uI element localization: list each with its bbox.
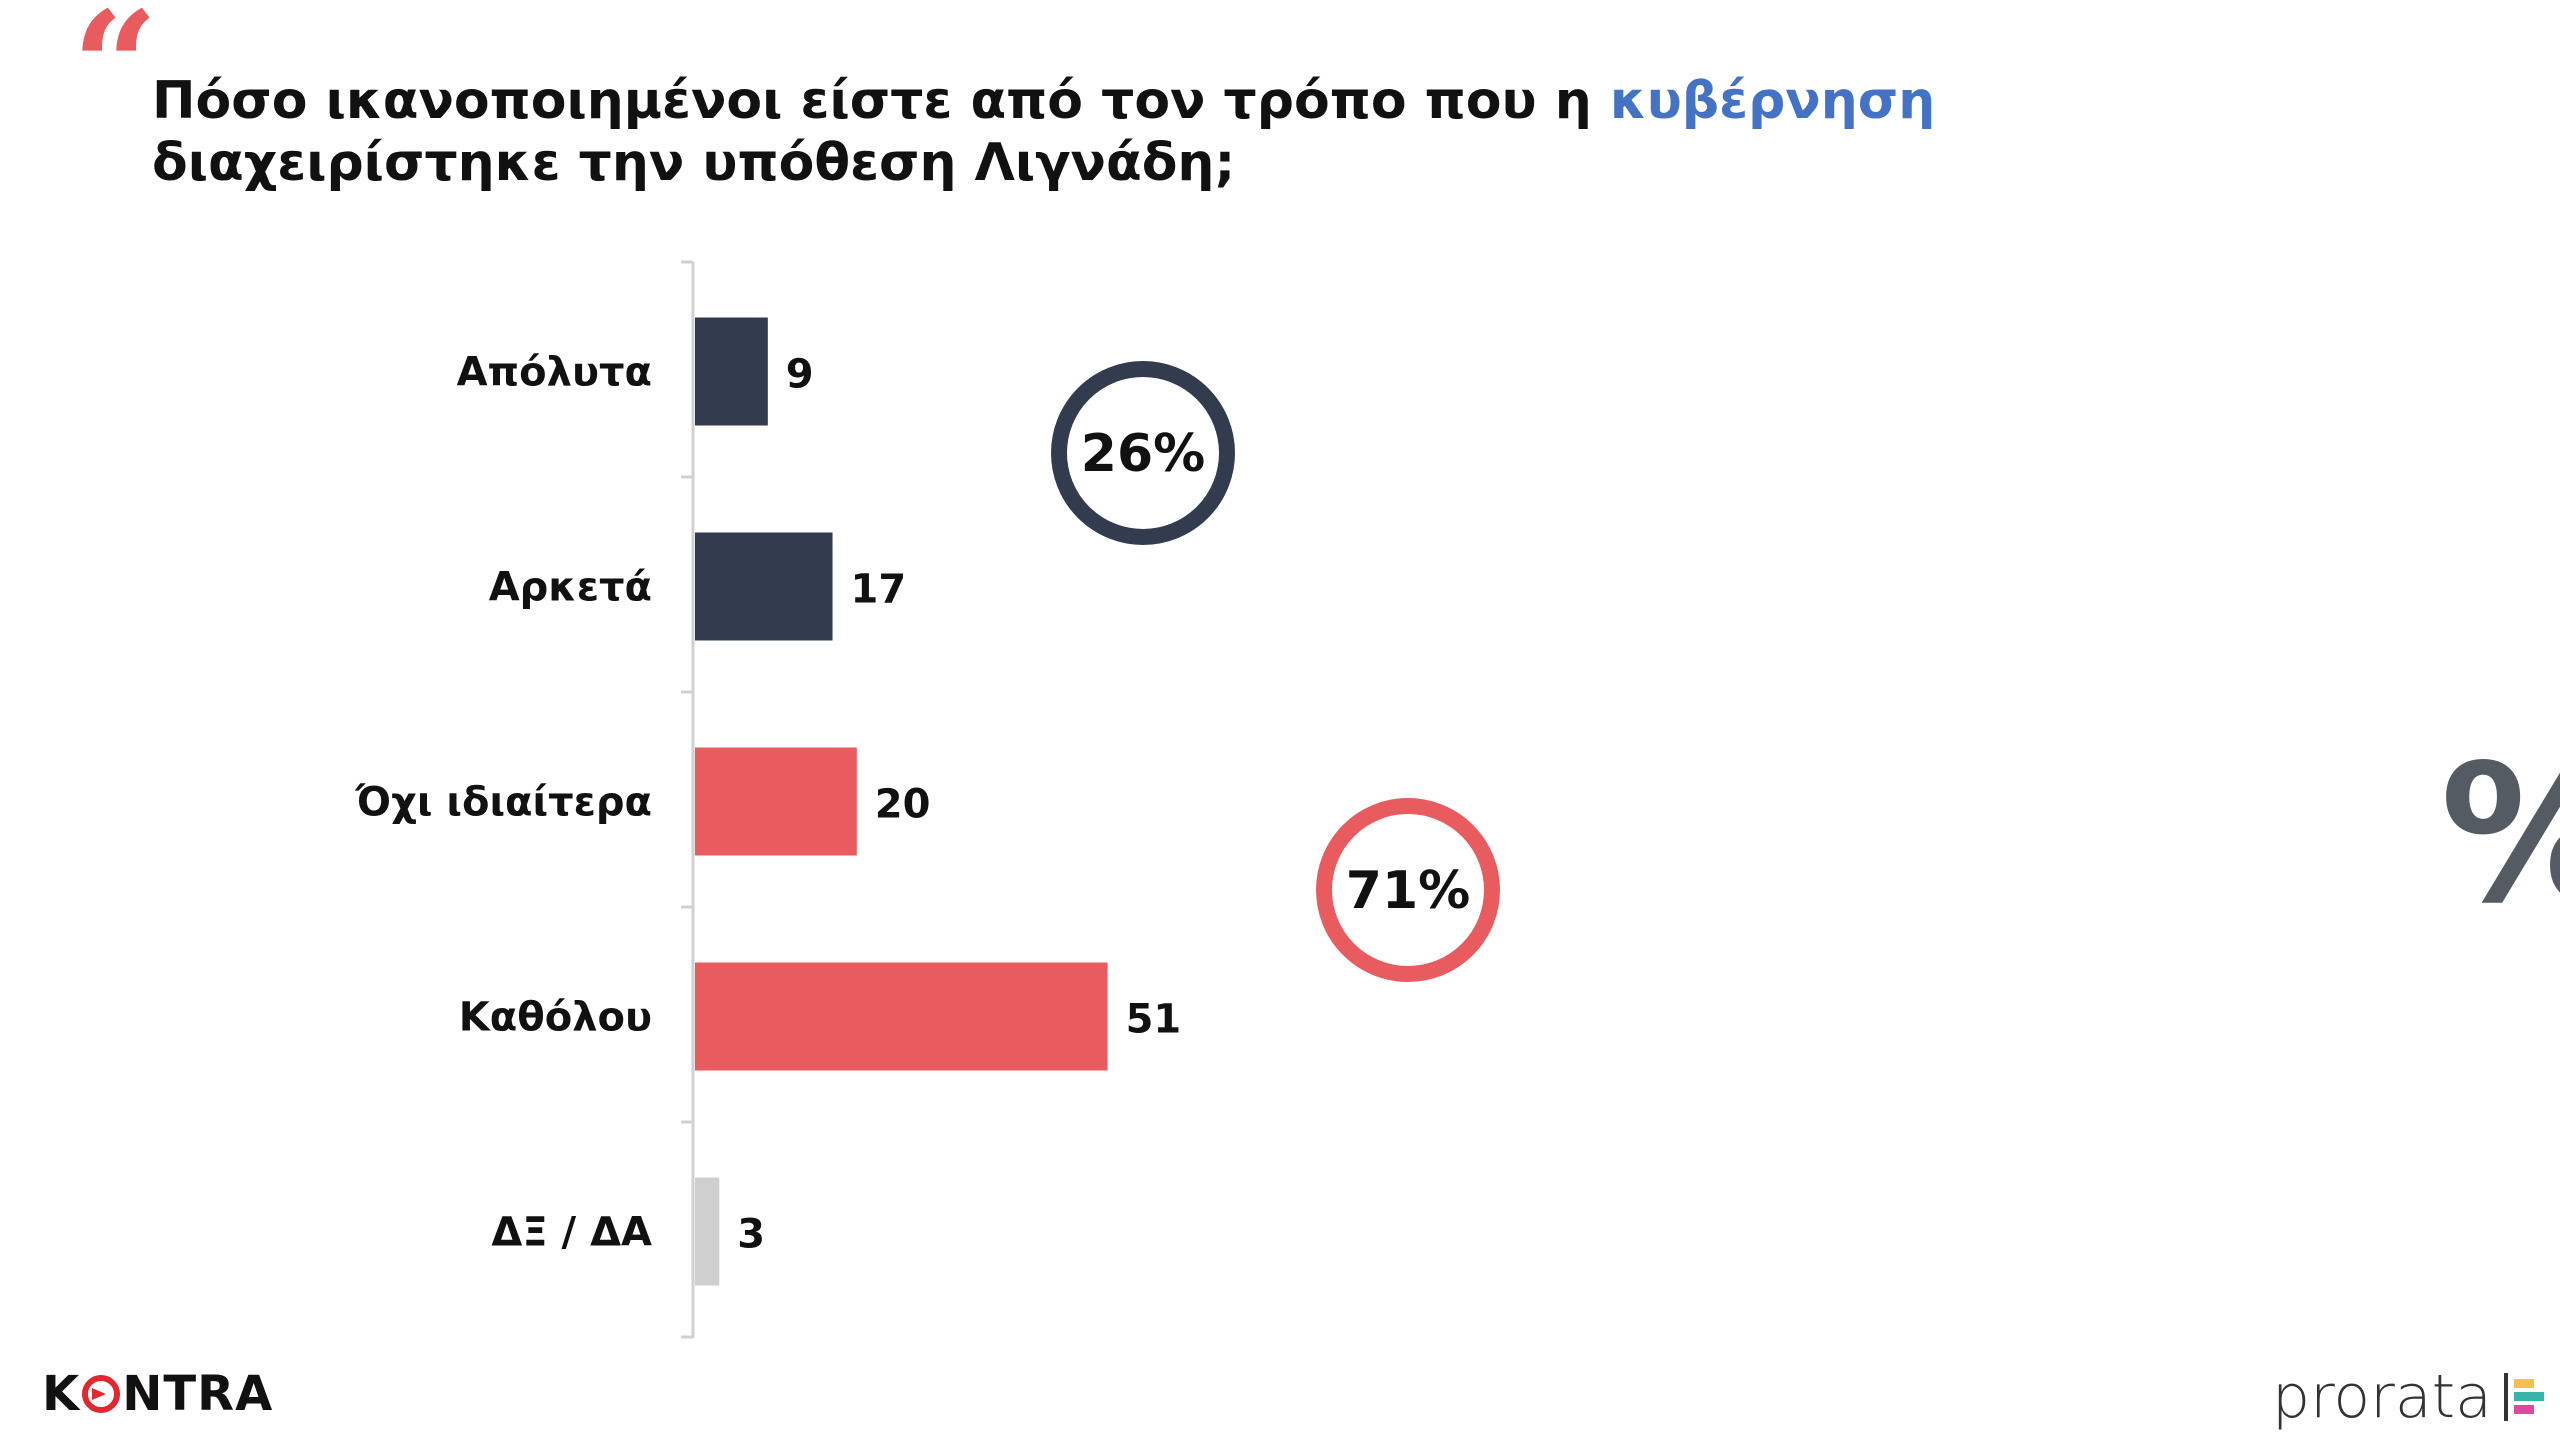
quote-icon: “ <box>72 0 159 155</box>
kontra-logo-text-start: K <box>42 1366 81 1422</box>
value-label: 17 <box>851 567 907 613</box>
group-total-label: 26% <box>1081 424 1205 484</box>
question-title: Πόσο ικανοποιημένοι είστε από τον τρόπο … <box>152 70 2302 194</box>
percent-unit-symbol: % <box>2440 740 2560 930</box>
play-icon <box>82 1375 121 1413</box>
prorata-logo: prorata <box>2272 1362 2544 1432</box>
value-label: 20 <box>875 782 931 828</box>
bar-1 <box>695 532 833 641</box>
bar-4 <box>695 1177 720 1286</box>
value-label: 3 <box>737 1212 765 1258</box>
category-label: ΔΞ / ΔΑ <box>491 1210 652 1256</box>
prorata-bars-icon <box>2503 1373 2544 1421</box>
group-total-ring <box>1051 361 1235 545</box>
bar-0 <box>695 317 768 426</box>
question-text-start: Πόσο ικανοποιημένοι είστε από τον τρόπο … <box>152 71 1610 131</box>
kontra-logo: K NTRA <box>42 1366 273 1422</box>
category-label: Απόλυτα <box>457 350 652 396</box>
category-label: Όχι ιδιαίτερα <box>354 780 652 826</box>
group-total-label: 71% <box>1346 861 1470 921</box>
category-label: Καθόλου <box>459 995 652 1041</box>
group-total-ring <box>1316 798 1500 982</box>
bar-2 <box>695 747 857 856</box>
question-highlight: κυβέρνηση <box>1609 71 1936 131</box>
value-label: 9 <box>786 352 814 398</box>
value-label: 51 <box>1126 997 1182 1043</box>
category-label: Αρκετά <box>489 565 652 611</box>
kontra-logo-text-end: NTRA <box>122 1366 274 1422</box>
question-text-end: διαχειρίστηκε την υπόθεση Λιγνάδη; <box>152 133 1236 193</box>
prorata-logo-text: prorata <box>2272 1362 2492 1432</box>
bar-3 <box>695 962 1108 1071</box>
